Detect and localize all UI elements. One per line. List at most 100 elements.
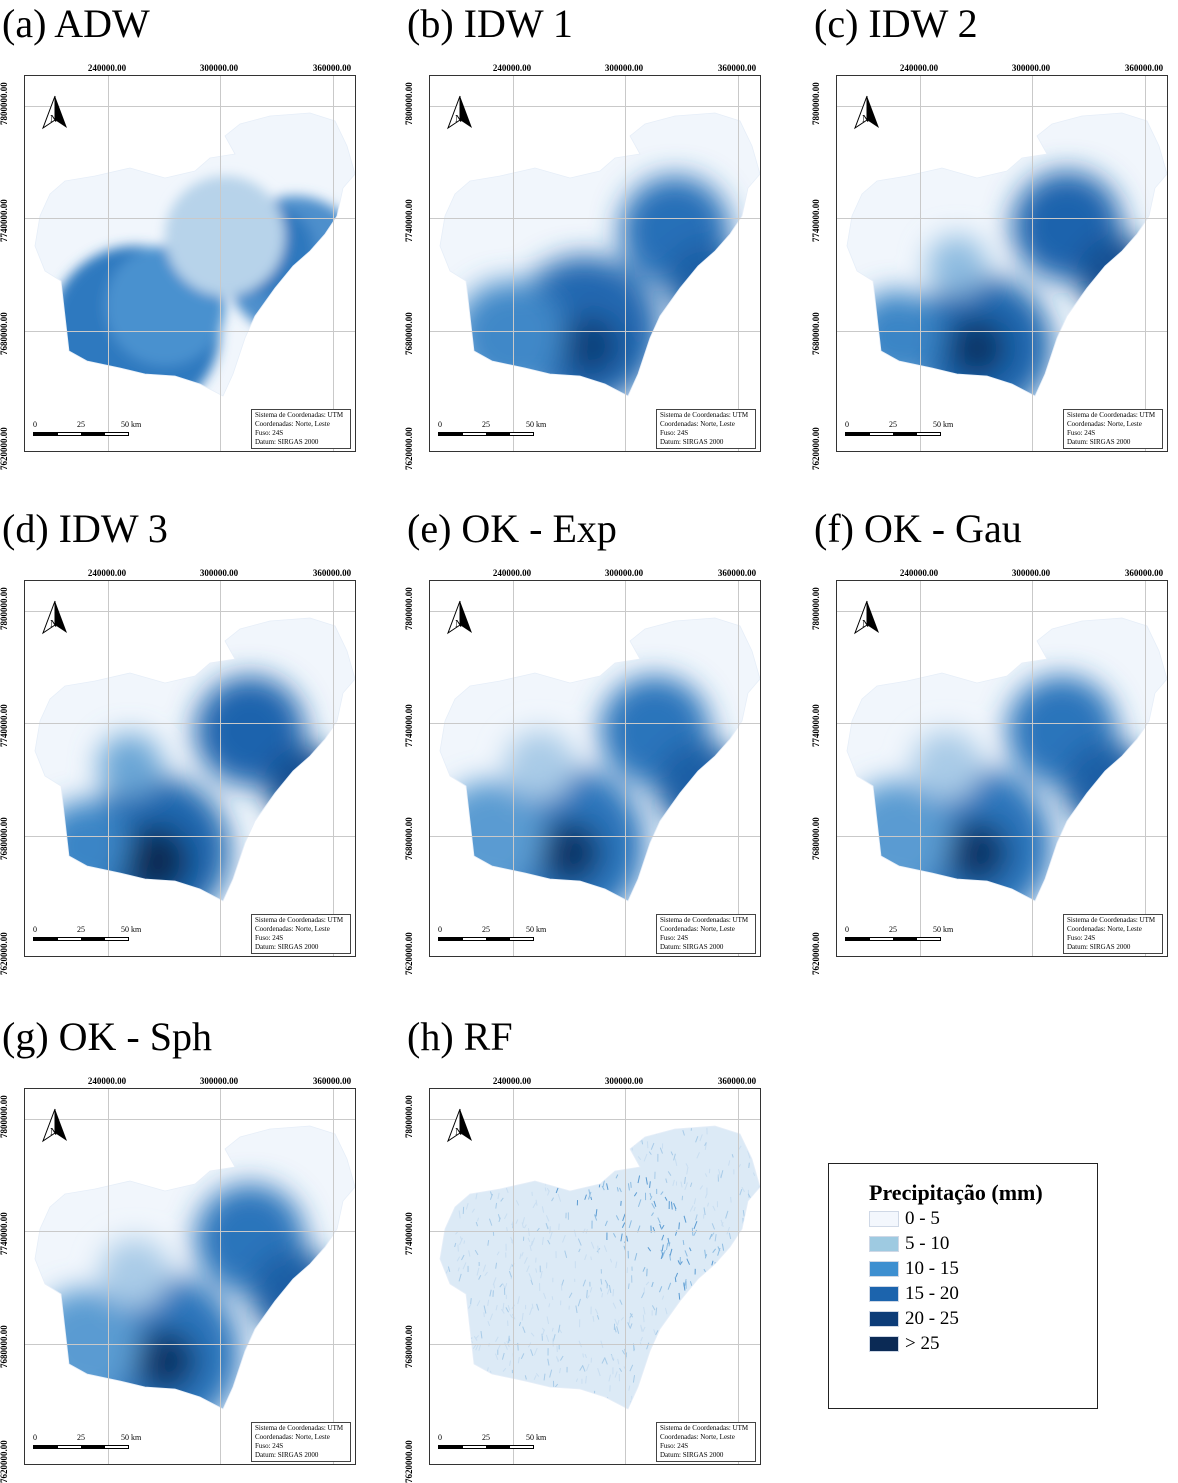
texture-stroke (565, 1391, 566, 1395)
panel-title: (b) IDW 1 (407, 0, 573, 48)
texture-stroke (707, 1363, 710, 1369)
grid-line (837, 106, 1167, 107)
texture-stroke (683, 1240, 684, 1245)
legend-label: 10 - 15 (905, 1258, 959, 1280)
x-tick-label: 360000.00 (313, 568, 351, 578)
y-tick-label: 7680000.00 (404, 1325, 414, 1368)
texture-stroke (541, 1397, 544, 1404)
texture-stroke (728, 1280, 729, 1286)
north-label: N (50, 114, 57, 125)
texture-stroke (595, 1406, 596, 1411)
y-tick-label: 7620000.00 (811, 932, 821, 975)
texture-stroke (757, 1368, 758, 1374)
texture-stroke (755, 1331, 756, 1337)
crs-info-line: Sistema de Coordenadas: UTM (255, 411, 347, 420)
scale-label: 0 (438, 1433, 442, 1442)
texture-stroke (524, 1404, 526, 1409)
texture-stroke (459, 1161, 462, 1168)
texture-stroke (755, 1330, 757, 1338)
texture-stroke (758, 1123, 760, 1129)
texture-stroke (662, 1354, 665, 1360)
texture-stroke (583, 1353, 584, 1357)
texture-stroke (509, 1338, 510, 1341)
texture-stroke (711, 1368, 713, 1376)
texture-stroke (446, 1321, 449, 1326)
grid-line (1145, 76, 1146, 451)
texture-stroke (488, 1390, 490, 1393)
crs-info-line: Coordenadas: Norte, Leste (1067, 925, 1159, 934)
precipitation-hotspot (165, 176, 285, 296)
texture-stroke (606, 1411, 607, 1417)
precipitation-hotspot (947, 318, 1007, 378)
texture-stroke (572, 1160, 573, 1164)
crs-info-line: Sistema de Coordenadas: UTM (660, 1424, 752, 1433)
texture-stroke (578, 1396, 579, 1402)
texture-stroke (721, 1348, 723, 1354)
texture-stroke (613, 1165, 616, 1171)
texture-stroke (674, 1324, 676, 1329)
texture-stroke (723, 1347, 725, 1352)
texture-stroke (739, 1308, 742, 1312)
texture-stroke (689, 1292, 692, 1298)
texture-stroke (664, 1351, 665, 1355)
texture-stroke (462, 1306, 465, 1313)
crs-info-line: Sistema de Coordenadas: UTM (660, 411, 752, 420)
texture-stroke (751, 1306, 753, 1314)
texture-stroke (476, 1182, 478, 1188)
x-tick-label: 240000.00 (493, 1076, 531, 1086)
texture-stroke (739, 1273, 741, 1278)
texture-stroke (755, 1198, 757, 1202)
north-label: N (50, 619, 57, 630)
legend-swatch (869, 1311, 899, 1327)
texture-stroke (560, 1176, 563, 1181)
crs-info-line: Datum: SIRGAS 2000 (255, 1451, 347, 1460)
texture-stroke (716, 1291, 719, 1296)
texture-stroke (433, 1233, 434, 1240)
crs-info-line: Coordenadas: Norte, Leste (255, 420, 347, 429)
texture-stroke (674, 1373, 675, 1379)
y-tick-label: 7740000.00 (404, 199, 414, 242)
texture-stroke (668, 1334, 671, 1338)
texture-stroke (697, 1384, 700, 1392)
texture-stroke (712, 1266, 715, 1271)
x-tick-label: 240000.00 (900, 63, 938, 73)
precipitation-hotspot (40, 801, 130, 891)
texture-stroke (727, 1285, 729, 1290)
grid-line (837, 331, 1167, 332)
y-tick-label: 7800000.00 (0, 587, 9, 630)
grid-line (430, 836, 760, 837)
texture-stroke (431, 1214, 433, 1222)
texture-stroke (521, 1381, 523, 1389)
crs-info-line: Datum: SIRGAS 2000 (660, 1451, 752, 1460)
texture-stroke (750, 1277, 752, 1282)
texture-stroke (457, 1156, 458, 1159)
texture-stroke (721, 1411, 723, 1418)
texture-stroke (525, 1156, 527, 1161)
legend-label: 20 - 25 (905, 1308, 959, 1330)
texture-stroke (724, 1321, 725, 1326)
texture-stroke (439, 1128, 441, 1135)
texture-stroke (753, 1121, 754, 1129)
crs-info-line: Sistema de Coordenadas: UTM (255, 916, 347, 925)
texture-stroke (750, 1252, 752, 1256)
texture-stroke (580, 1133, 582, 1138)
texture-stroke (519, 1414, 522, 1421)
scale-segments (438, 937, 534, 941)
texture-stroke (681, 1337, 684, 1341)
texture-stroke (581, 1397, 582, 1401)
texture-stroke (588, 1165, 590, 1171)
north-label: N (862, 114, 869, 125)
scale-label: 50 km (121, 420, 141, 429)
y-tick-label: 7800000.00 (0, 82, 9, 125)
texture-stroke (757, 1256, 758, 1261)
texture-stroke (443, 1334, 444, 1338)
panel-title: (e) OK - Exp (407, 505, 617, 553)
texture-stroke (452, 1293, 454, 1299)
texture-stroke (757, 1317, 758, 1321)
texture-stroke (444, 1289, 445, 1294)
